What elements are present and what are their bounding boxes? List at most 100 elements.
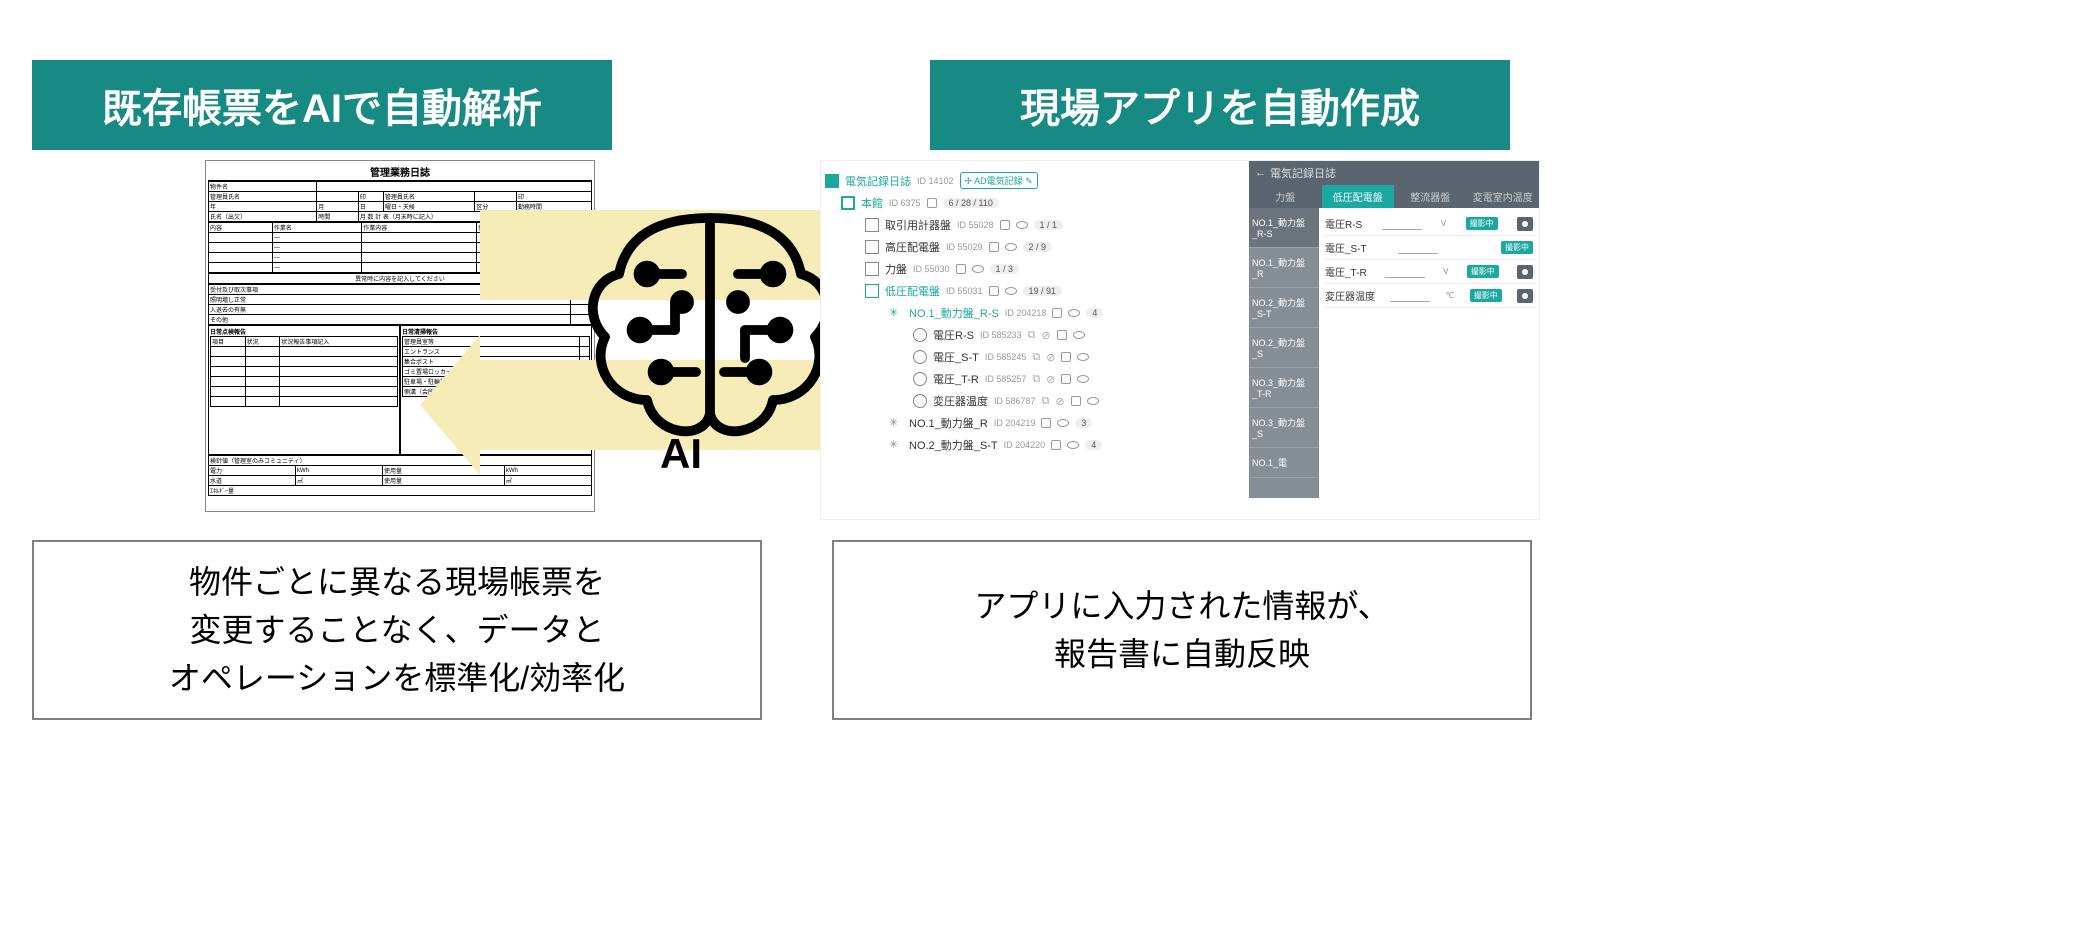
eye-icon[interactable] <box>1077 353 1089 361</box>
left-header: 既存帳票をAIで自動解析 <box>32 60 612 150</box>
mobile-field[interactable]: 電圧R-S V撮影中 <box>1323 212 1535 236</box>
mobile-title: 電気記録日誌 <box>1270 165 1336 181</box>
status-badge: 撮影中 <box>1501 241 1533 254</box>
eye-icon[interactable] <box>1073 331 1085 339</box>
mobile-field[interactable]: 電圧_T-R V撮影中 <box>1323 260 1535 284</box>
camera-icon[interactable] <box>1517 289 1533 303</box>
app-screenshot-mock: 電気記録日誌 ID 14102 ✢ AD電気記録 ✎ 本館 ID 6375 6 … <box>820 160 1540 520</box>
status-badge: 撮影中 <box>1470 289 1502 302</box>
mobile-side-item[interactable]: NO.2_動力盤_S-T <box>1249 288 1319 328</box>
eye-icon[interactable] <box>1067 441 1079 449</box>
ai-brain-icon <box>570 200 850 460</box>
mobile-field[interactable]: 変圧器温度 ℃撮影中 <box>1323 284 1535 308</box>
tree-measurement[interactable]: 電圧R-SID 585233⧉⊘ <box>821 324 1241 346</box>
fan-icon: ✳ <box>889 306 903 320</box>
eye-icon[interactable] <box>1068 309 1080 317</box>
pencil-icon[interactable] <box>989 242 999 252</box>
caption-line: 報告書に自動反映 <box>1054 630 1310 678</box>
mobile-side-item[interactable]: NO.3_動力盤_T-R <box>1249 368 1319 408</box>
pencil-icon[interactable] <box>1071 396 1081 406</box>
disable-icon[interactable]: ⊘ <box>1046 351 1055 364</box>
eye-icon[interactable] <box>1005 287 1017 295</box>
pencil-icon[interactable] <box>927 198 937 208</box>
app-mobile-panel: ← 電気記録日誌 力盤低圧配電盤整流器盤変電室内温度 NO.1_動力盤_R-SN… <box>1249 161 1539 520</box>
mobile-topbar: ← 電気記録日誌 <box>1249 161 1539 185</box>
camera-icon[interactable] <box>1517 217 1533 231</box>
tree-panel[interactable]: 高圧配電盤ID 550292 / 9 <box>821 236 1241 258</box>
ai-label: AI <box>660 430 702 478</box>
tree-measurement[interactable]: 電圧_T-RID 585257⧉⊘ <box>821 368 1241 390</box>
camera-icon[interactable] <box>1517 265 1533 279</box>
pencil-icon[interactable] <box>1051 440 1061 450</box>
tree-measurement[interactable]: 電圧_S-TID 585245⧉⊘ <box>821 346 1241 368</box>
panel-icon <box>865 262 879 276</box>
copy-icon[interactable]: ⧉ <box>1032 373 1040 386</box>
gauge-icon <box>913 350 927 364</box>
pencil-icon[interactable] <box>1061 352 1071 362</box>
mobile-side-item[interactable]: NO.2_動力盤_S <box>1249 328 1319 368</box>
pencil-icon[interactable] <box>1061 374 1071 384</box>
mobile-side-item[interactable]: NO.1_動力盤_R-S <box>1249 208 1319 248</box>
eye-icon[interactable] <box>1016 221 1028 229</box>
form-title: 管理業務日誌 <box>208 163 592 181</box>
caption-line: オペレーションを標準化/効率化 <box>169 654 625 702</box>
tree-building[interactable]: 本館 ID 6375 6 / 28 / 110 <box>821 192 1241 214</box>
copy-icon[interactable]: ⧉ <box>1032 351 1040 364</box>
pencil-icon[interactable] <box>1041 418 1051 428</box>
caption-line: 物件ごとに異なる現場帳票を <box>189 558 605 606</box>
pencil-icon[interactable] <box>1057 330 1067 340</box>
tree-unit-sibling[interactable]: ✳NO.2_動力盤_S-TID 2042204 <box>821 434 1241 456</box>
gauge-icon <box>913 394 927 408</box>
disable-icon[interactable]: ⊘ <box>1046 373 1055 386</box>
building-icon <box>841 196 855 210</box>
tree-measurement[interactable]: 変圧器温度ID 586787⧉⊘ <box>821 390 1241 412</box>
copy-icon[interactable]: ⧉ <box>1028 329 1036 342</box>
status-badge: 撮影中 <box>1467 265 1499 278</box>
mobile-side-item[interactable]: NO.1_動力盤_R <box>1249 248 1319 288</box>
mobile-side-item[interactable]: NO.3_動力盤_S <box>1249 408 1319 448</box>
pencil-icon[interactable] <box>1000 220 1010 230</box>
eye-icon[interactable] <box>1005 243 1017 251</box>
eye-icon[interactable] <box>1077 375 1089 383</box>
mobile-tab[interactable]: 低圧配電盤 <box>1322 185 1395 208</box>
tree-panel[interactable]: 力盤ID 550301 / 3 <box>821 258 1241 280</box>
add-record-button[interactable]: ✢ AD電気記録 ✎ <box>960 172 1038 189</box>
tree-root[interactable]: 電気記録日誌 ID 14102 ✢ AD電気記録 ✎ <box>821 169 1241 192</box>
form-meter: 検針値（管理室のみコミュニティ） 電力kWh使用量kWh 水道㎥使用量㎥ ｴﾈﾙ… <box>208 455 592 496</box>
tree-unit[interactable]: ✳ NO.1_動力盤_R-S ID 204218 4 <box>821 302 1241 324</box>
left-caption: 物件ごとに異なる現場帳票を 変更することなく、データと オペレーションを標準化/… <box>32 540 762 720</box>
mobile-tab[interactable]: 力盤 <box>1249 185 1322 208</box>
disable-icon[interactable]: ⊘ <box>1055 395 1064 408</box>
copy-icon[interactable]: ⧉ <box>1042 395 1050 408</box>
caption-line: アプリに入力された情報が、 <box>974 582 1389 630</box>
mobile-side-list: NO.1_動力盤_R-SNO.1_動力盤_RNO.2_動力盤_S-TNO.2_動… <box>1249 208 1319 498</box>
tree-unit-sibling[interactable]: ✳NO.1_動力盤_RID 2042193 <box>821 412 1241 434</box>
fan-icon: ✳ <box>889 438 903 452</box>
gauge-icon <box>913 372 927 386</box>
mobile-side-item[interactable]: NO.1_電 <box>1249 448 1319 478</box>
eye-icon[interactable] <box>972 265 984 273</box>
mobile-field[interactable]: 電圧_S-T 撮影中 <box>1323 236 1535 260</box>
pencil-icon[interactable] <box>1052 308 1062 318</box>
panel-icon <box>865 284 879 298</box>
eye-icon[interactable] <box>1087 397 1099 405</box>
briefcase-icon <box>825 174 839 188</box>
back-arrow-icon[interactable]: ← <box>1255 167 1266 179</box>
gauge-icon <box>913 328 927 342</box>
app-tree-panel: 電気記録日誌 ID 14102 ✢ AD電気記録 ✎ 本館 ID 6375 6 … <box>821 161 1241 520</box>
panel-icon <box>865 240 879 254</box>
pencil-icon[interactable] <box>956 264 966 274</box>
mobile-tab[interactable]: 変電室内温度 <box>1467 185 1540 208</box>
mobile-fields: 電圧R-S V撮影中電圧_S-T 撮影中電圧_T-R V撮影中変圧器温度 ℃撮影… <box>1319 208 1539 498</box>
disable-icon[interactable]: ⊘ <box>1041 329 1050 342</box>
tree-panel[interactable]: 取引用計器盤ID 550281 / 1 <box>821 214 1241 236</box>
mobile-tab[interactable]: 整流器盤 <box>1394 185 1467 208</box>
mobile-tabs: 力盤低圧配電盤整流器盤変電室内温度 <box>1249 185 1539 208</box>
fan-icon: ✳ <box>889 416 903 430</box>
tree-panel[interactable]: 低圧配電盤ID 5503119 / 91 <box>821 280 1241 302</box>
caption-line: 変更することなく、データと <box>189 606 604 654</box>
status-badge: 撮影中 <box>1466 217 1498 230</box>
pencil-icon[interactable] <box>989 286 999 296</box>
eye-icon[interactable] <box>1057 419 1069 427</box>
right-caption: アプリに入力された情報が、 報告書に自動反映 <box>832 540 1532 720</box>
